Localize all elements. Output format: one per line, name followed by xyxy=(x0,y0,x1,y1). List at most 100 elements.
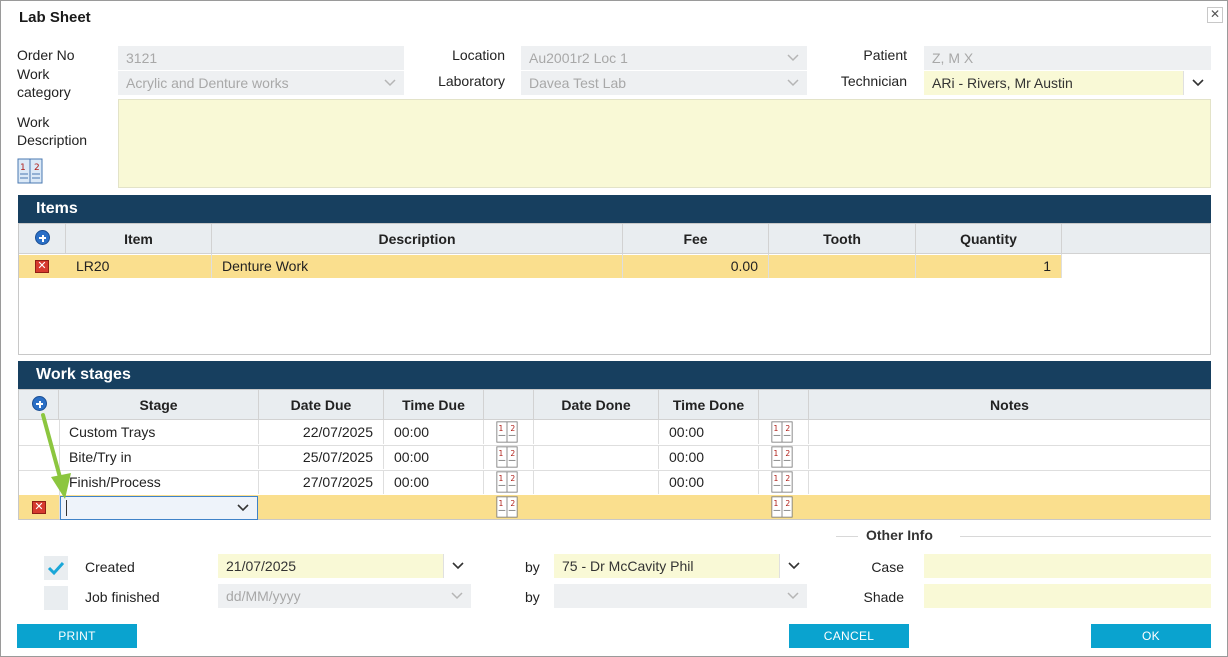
time-due-cell[interactable]: 00:00 xyxy=(384,470,484,494)
stages-col-date-due: Date Due xyxy=(259,390,384,420)
chevron-down-icon[interactable] xyxy=(443,584,471,608)
chevron-down-icon[interactable] xyxy=(1183,71,1211,95)
date-due-cell[interactable]: 22/07/2025 xyxy=(259,420,384,444)
close-icon[interactable]: ✕ xyxy=(1207,7,1223,23)
date-done-cell[interactable] xyxy=(534,470,659,494)
cancel-button[interactable]: CANCEL xyxy=(789,624,909,648)
date-done-cell[interactable] xyxy=(534,445,659,469)
technician-value: ARi - Rivers, Mr Austin xyxy=(932,75,1073,91)
stage-cell[interactable]: Custom Trays xyxy=(59,420,259,444)
created-label: Created xyxy=(85,559,135,575)
svg-text:2: 2 xyxy=(785,474,790,483)
add-item-icon[interactable] xyxy=(35,230,50,245)
delete-stage-icon[interactable]: ✕ xyxy=(32,501,46,514)
date-due-cell[interactable]: 25/07/2025 xyxy=(259,445,384,469)
patient-label: Patient xyxy=(863,47,907,63)
order-no-label: Order No xyxy=(17,47,75,63)
items-col-quantity: Quantity xyxy=(916,224,1062,254)
chevron-down-icon xyxy=(779,46,807,70)
notes-cell[interactable] xyxy=(809,420,1210,444)
time-due-cell[interactable]: 00:00 xyxy=(384,445,484,469)
delete-item-icon[interactable]: ✕ xyxy=(35,260,49,273)
calendar-cell xyxy=(759,470,809,494)
work-stages-grid: Stage Date Due Time Due Date Done Time D… xyxy=(18,389,1211,520)
technician-select[interactable]: ARi - Rivers, Mr Austin xyxy=(924,71,1211,95)
dialog-title: Lab Sheet xyxy=(19,9,91,26)
created-date-field[interactable]: 21/07/2025 xyxy=(218,554,471,578)
time-done-cell[interactable]: 00:00 xyxy=(659,470,759,494)
work-description-textarea[interactable] xyxy=(118,99,1211,188)
other-info-title: Other Info xyxy=(866,527,933,543)
case-label: Case xyxy=(871,559,904,575)
technician-label: Technician xyxy=(840,73,907,89)
chevron-down-icon[interactable] xyxy=(229,497,257,519)
notes-cell[interactable] xyxy=(809,445,1210,469)
stage-cell[interactable]: Finish/Process xyxy=(59,470,259,494)
location-value: Au2001r2 Loc 1 xyxy=(529,50,628,66)
svg-text:1: 1 xyxy=(499,499,504,508)
stages-col-notes: Notes xyxy=(809,390,1210,420)
svg-text:2: 2 xyxy=(785,499,790,508)
created-date-value: 21/07/2025 xyxy=(226,558,297,574)
created-checkbox[interactable] xyxy=(44,556,68,580)
item-tooth-cell xyxy=(769,254,916,278)
created-by-value: 75 - Dr McCavity Phil xyxy=(562,558,694,574)
chevron-down-icon[interactable] xyxy=(779,584,807,608)
items-col-item: Item xyxy=(66,224,212,254)
item-code-cell: LR20 xyxy=(66,254,212,278)
time-done-cell[interactable]: 00:00 xyxy=(659,420,759,444)
stages-col-time-due: Time Due xyxy=(384,390,484,420)
notes-cell[interactable] xyxy=(809,470,1210,494)
job-finished-checkbox[interactable] xyxy=(44,586,68,610)
items-col-fee: Fee xyxy=(623,224,769,254)
svg-text:2: 2 xyxy=(34,163,40,173)
work-stages-header: Work stages xyxy=(18,361,1211,389)
location-field: Au2001r2 Loc 1 xyxy=(521,46,807,70)
date-due-cell[interactable]: 27/07/2025 xyxy=(259,470,384,494)
order-no-field: 3121 xyxy=(118,46,404,70)
calendar-icon[interactable]: 1 2 xyxy=(17,158,43,184)
stage-select[interactable] xyxy=(60,496,258,520)
finished-by-label: by xyxy=(525,589,540,605)
laboratory-label: Laboratory xyxy=(438,73,505,89)
svg-text:2: 2 xyxy=(785,449,790,458)
chevron-down-icon[interactable] xyxy=(779,554,807,578)
shade-input[interactable] xyxy=(924,584,1211,608)
add-stage-icon[interactable] xyxy=(32,396,47,411)
print-button[interactable]: PRINT xyxy=(17,624,137,648)
ok-button[interactable]: OK xyxy=(1091,624,1211,648)
time-due-cell[interactable]: 00:00 xyxy=(384,420,484,444)
svg-text:1: 1 xyxy=(774,449,779,458)
case-input[interactable] xyxy=(924,554,1211,578)
finished-date-placeholder: dd/MM/yyyy xyxy=(226,588,301,604)
patient-field: Z, M X xyxy=(924,46,1211,70)
check-icon xyxy=(47,561,65,576)
stages-col-date-done: Date Done xyxy=(534,390,659,420)
created-by-select[interactable]: 75 - Dr McCavity Phil xyxy=(554,554,807,578)
laboratory-value: Davea Test Lab xyxy=(529,75,627,91)
finished-date-field[interactable]: dd/MM/yyyy xyxy=(218,584,471,608)
svg-text:2: 2 xyxy=(510,449,515,458)
chevron-down-icon[interactable] xyxy=(443,554,471,578)
finished-by-select[interactable] xyxy=(554,584,807,608)
date-done-cell[interactable] xyxy=(534,420,659,444)
svg-text:2: 2 xyxy=(510,424,515,433)
items-grid: Item Description Fee Tooth Quantity ✕ LR… xyxy=(18,223,1211,355)
green-arrow-icon xyxy=(41,413,71,499)
item-quantity-cell: 1 xyxy=(916,254,1062,278)
stage-cell[interactable]: Bite/Try in xyxy=(59,445,259,469)
time-done-cell[interactable]: 00:00 xyxy=(659,445,759,469)
calendar-cell xyxy=(759,420,809,444)
items-col-tooth: Tooth xyxy=(769,224,916,254)
text-cursor xyxy=(66,500,67,516)
table-row[interactable] xyxy=(19,255,1062,278)
